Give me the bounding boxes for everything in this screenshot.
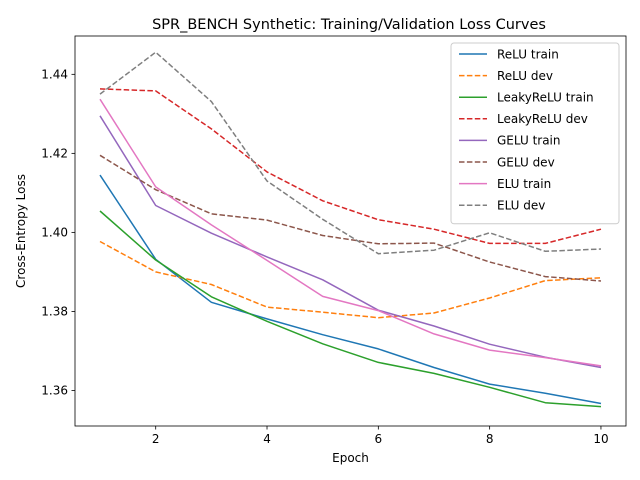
legend-label-gelu-train: GELU train: [497, 134, 561, 148]
series-line-leakyrelu-dev: [99, 88, 602, 245]
x-tick-label: 10: [593, 432, 608, 446]
series-line-relu-train: [99, 174, 602, 405]
series-line-elu-dev: [99, 51, 602, 255]
legend-label-leakyrelu-dev: LeakyReLU dev: [497, 112, 588, 126]
y-tick-label: 1.36: [41, 384, 68, 398]
legend-label-relu-dev: ReLU dev: [497, 69, 553, 83]
series-line-leakyrelu-train: [99, 210, 602, 408]
y-axis: 1.36 1.38 1.40 1.42 1.44: [41, 68, 75, 398]
legend-label-elu-train: ELU train: [497, 177, 551, 191]
x-tick-label: 8: [486, 432, 494, 446]
x-axis: 2 4 6 8 10: [152, 426, 609, 446]
x-tick-label: 2: [152, 432, 160, 446]
x-tick-label: 4: [263, 432, 271, 446]
legend-label-leakyrelu-train: LeakyReLU train: [497, 91, 594, 105]
series-line-relu-dev: [99, 240, 602, 319]
legend-label-relu-train: ReLU train: [497, 47, 559, 61]
legend-label-elu-dev: ELU dev: [497, 199, 545, 213]
plot-frame: [74, 35, 627, 427]
y-tick-label: 1.44: [41, 68, 68, 82]
x-tick-label: 6: [375, 432, 383, 446]
chart-title: SPR_BENCH Synthetic: Training/Validation…: [152, 17, 546, 33]
legend-box: [450, 42, 620, 225]
legend: ReLU train ReLU dev LeakyReLU train LeakyRe…: [450, 42, 620, 225]
y-axis-title: Cross-Entropy Loss: [14, 174, 28, 288]
x-axis-title: Epoch: [332, 451, 369, 465]
plot-area: [99, 51, 602, 408]
series-line-gelu-dev: [99, 154, 602, 282]
y-tick-label: 1.42: [41, 147, 68, 161]
series-line-elu-train: [99, 98, 602, 367]
y-tick-label: 1.40: [41, 226, 68, 240]
legend-label-gelu-dev: GELU dev: [497, 155, 555, 169]
series-line-gelu-train: [99, 115, 602, 369]
y-tick-label: 1.38: [41, 305, 68, 319]
